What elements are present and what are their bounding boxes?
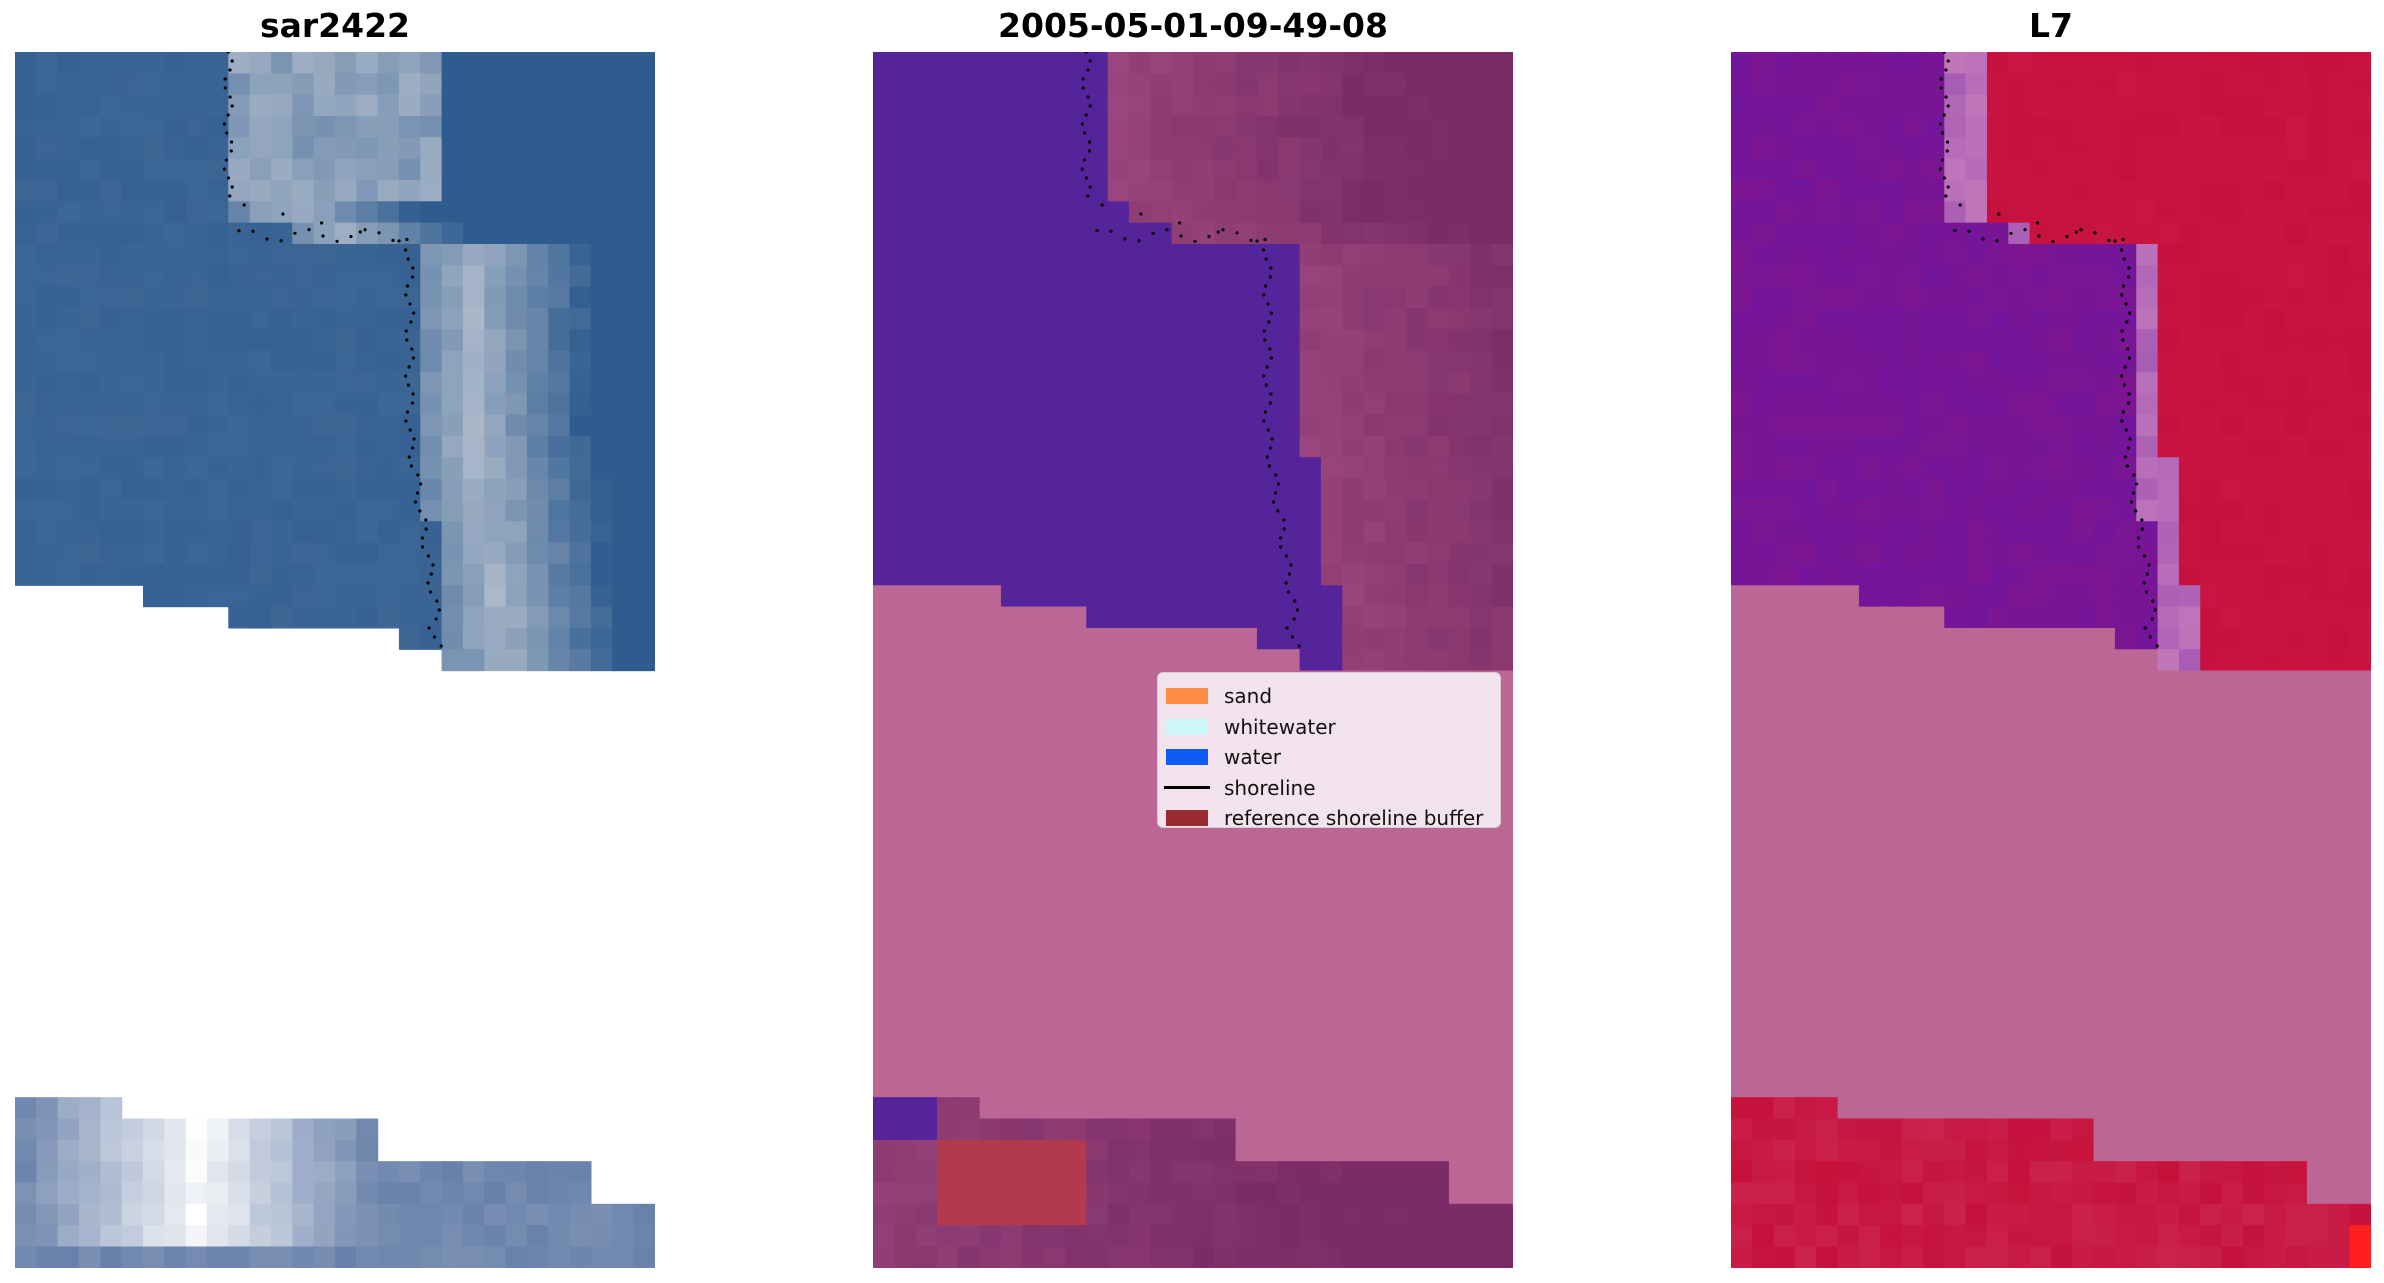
panel-title-index: L7 (2029, 6, 2073, 45)
legend-item-shoreline: shoreline (1158, 773, 1500, 804)
legend-swatch-reference-shoreline-buffer (1166, 810, 1208, 827)
legend-label-reference-shoreline-buffer: reference shoreline buffer (1224, 806, 1484, 831)
legend-swatch-shoreline (1164, 786, 1210, 790)
classification-panel (873, 52, 1513, 1268)
legend-item-whitewater: whitewater (1158, 712, 1500, 743)
raster-pixels (873, 52, 1513, 1268)
panel-title-classification: 2005-05-01-09-49-08 (998, 6, 1388, 45)
legend-item-sand: sand (1158, 681, 1500, 712)
legend-label-shoreline: shoreline (1224, 775, 1316, 800)
rgb-image-panel (15, 52, 655, 1268)
legend-item-water: water (1158, 742, 1500, 773)
legend-item-reference-shoreline-buffer: reference shoreline buffer (1158, 803, 1500, 834)
shoreline-dots (222, 52, 443, 648)
legend-label-whitewater: whitewater (1224, 714, 1336, 739)
raster-pixels (15, 52, 655, 1268)
legend: sand whitewater water shoreline referenc… (1157, 672, 1501, 830)
shoreline-dots (1080, 52, 1301, 648)
legend-swatch-water (1166, 749, 1208, 766)
panel-title-rgb: sar2422 (259, 6, 411, 45)
raster-pixels (1731, 52, 2371, 1268)
legend-swatch-sand (1166, 688, 1208, 705)
legend-label-water: water (1224, 745, 1281, 770)
legend-label-sand: sand (1224, 684, 1273, 709)
index-image-panel (1731, 52, 2371, 1268)
legend-swatch-whitewater (1166, 718, 1208, 735)
shoreline-dots (1938, 52, 2159, 648)
